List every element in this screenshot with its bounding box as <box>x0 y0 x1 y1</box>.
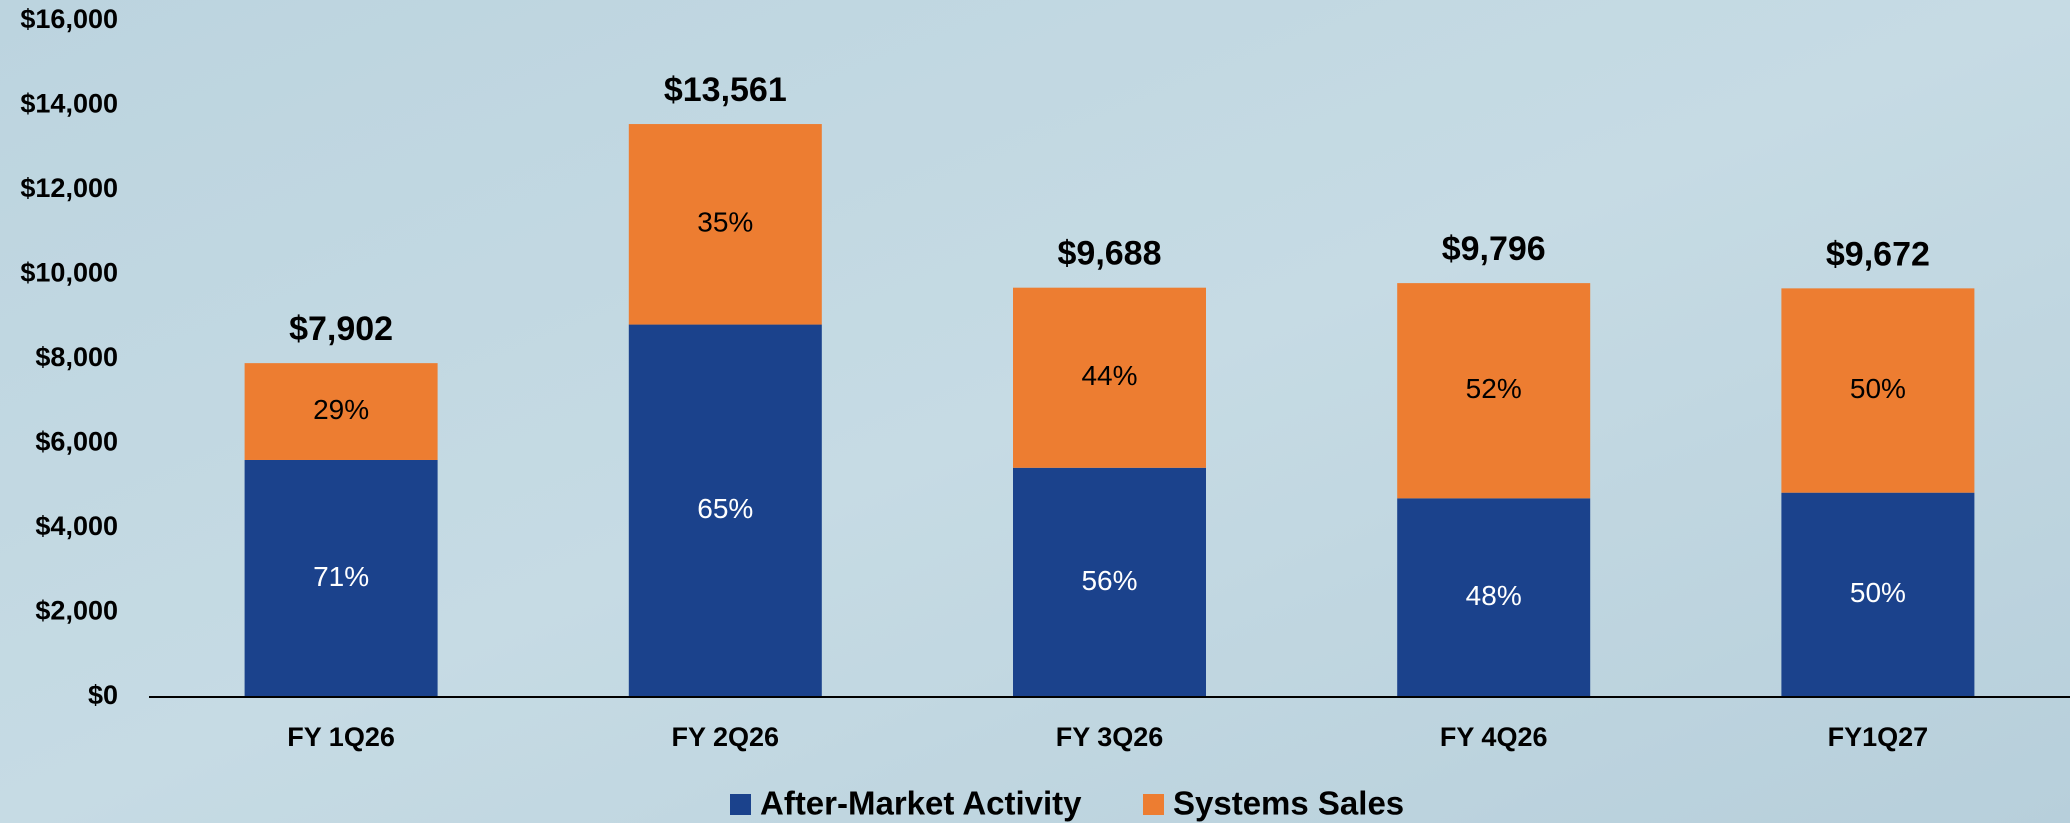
share-label: 48% <box>1466 580 1522 611</box>
share-label: 50% <box>1850 577 1906 608</box>
bar-segment <box>1397 498 1591 697</box>
bar-segment <box>1781 492 1975 697</box>
bar-segment <box>1013 287 1206 468</box>
total-label: $13,561 <box>664 71 787 109</box>
bar-segment <box>628 324 822 697</box>
share-label: 29% <box>313 394 369 425</box>
legend-swatch <box>1143 794 1164 815</box>
x-tick-label: FY1Q27 <box>1828 722 1929 752</box>
y-tick-label: $2,000 <box>35 596 118 626</box>
y-tick-label: $4,000 <box>35 511 118 541</box>
y-tick-label: $12,000 <box>20 173 118 203</box>
legend-label: Systems Sales <box>1173 785 1404 822</box>
y-tick-label: $16,000 <box>20 4 118 34</box>
bar-segment <box>1397 283 1591 499</box>
share-label: 52% <box>1466 373 1522 404</box>
share-label: 44% <box>1081 360 1137 391</box>
total-label: $9,672 <box>1826 235 1930 273</box>
bar-segment <box>244 363 438 460</box>
y-tick-label: $0 <box>88 680 118 710</box>
total-label: $9,688 <box>1058 235 1162 273</box>
y-tick-label: $8,000 <box>35 342 118 372</box>
legend-swatch <box>730 794 751 815</box>
share-label: 65% <box>697 493 753 524</box>
share-label: 56% <box>1081 565 1137 596</box>
x-tick-label: FY 2Q26 <box>672 722 780 752</box>
bar-segment <box>1781 288 1975 493</box>
share-label: 71% <box>313 561 369 592</box>
bar-segment <box>628 124 822 325</box>
legend-label: After-Market Activity <box>760 785 1082 822</box>
total-label: $7,902 <box>289 310 393 348</box>
total-label: $9,796 <box>1442 230 1546 268</box>
y-tick-label: $6,000 <box>35 427 118 457</box>
share-label: 50% <box>1850 373 1906 404</box>
share-label: 35% <box>697 207 753 238</box>
x-tick-label: FY 4Q26 <box>1440 722 1548 752</box>
x-tick-label: FY 1Q26 <box>287 722 395 752</box>
x-tick-label: FY 3Q26 <box>1056 722 1164 752</box>
y-tick-label: $14,000 <box>20 89 118 119</box>
y-tick-label: $10,000 <box>20 258 118 288</box>
bar-segment <box>244 459 438 697</box>
bar-segment <box>1013 467 1206 697</box>
